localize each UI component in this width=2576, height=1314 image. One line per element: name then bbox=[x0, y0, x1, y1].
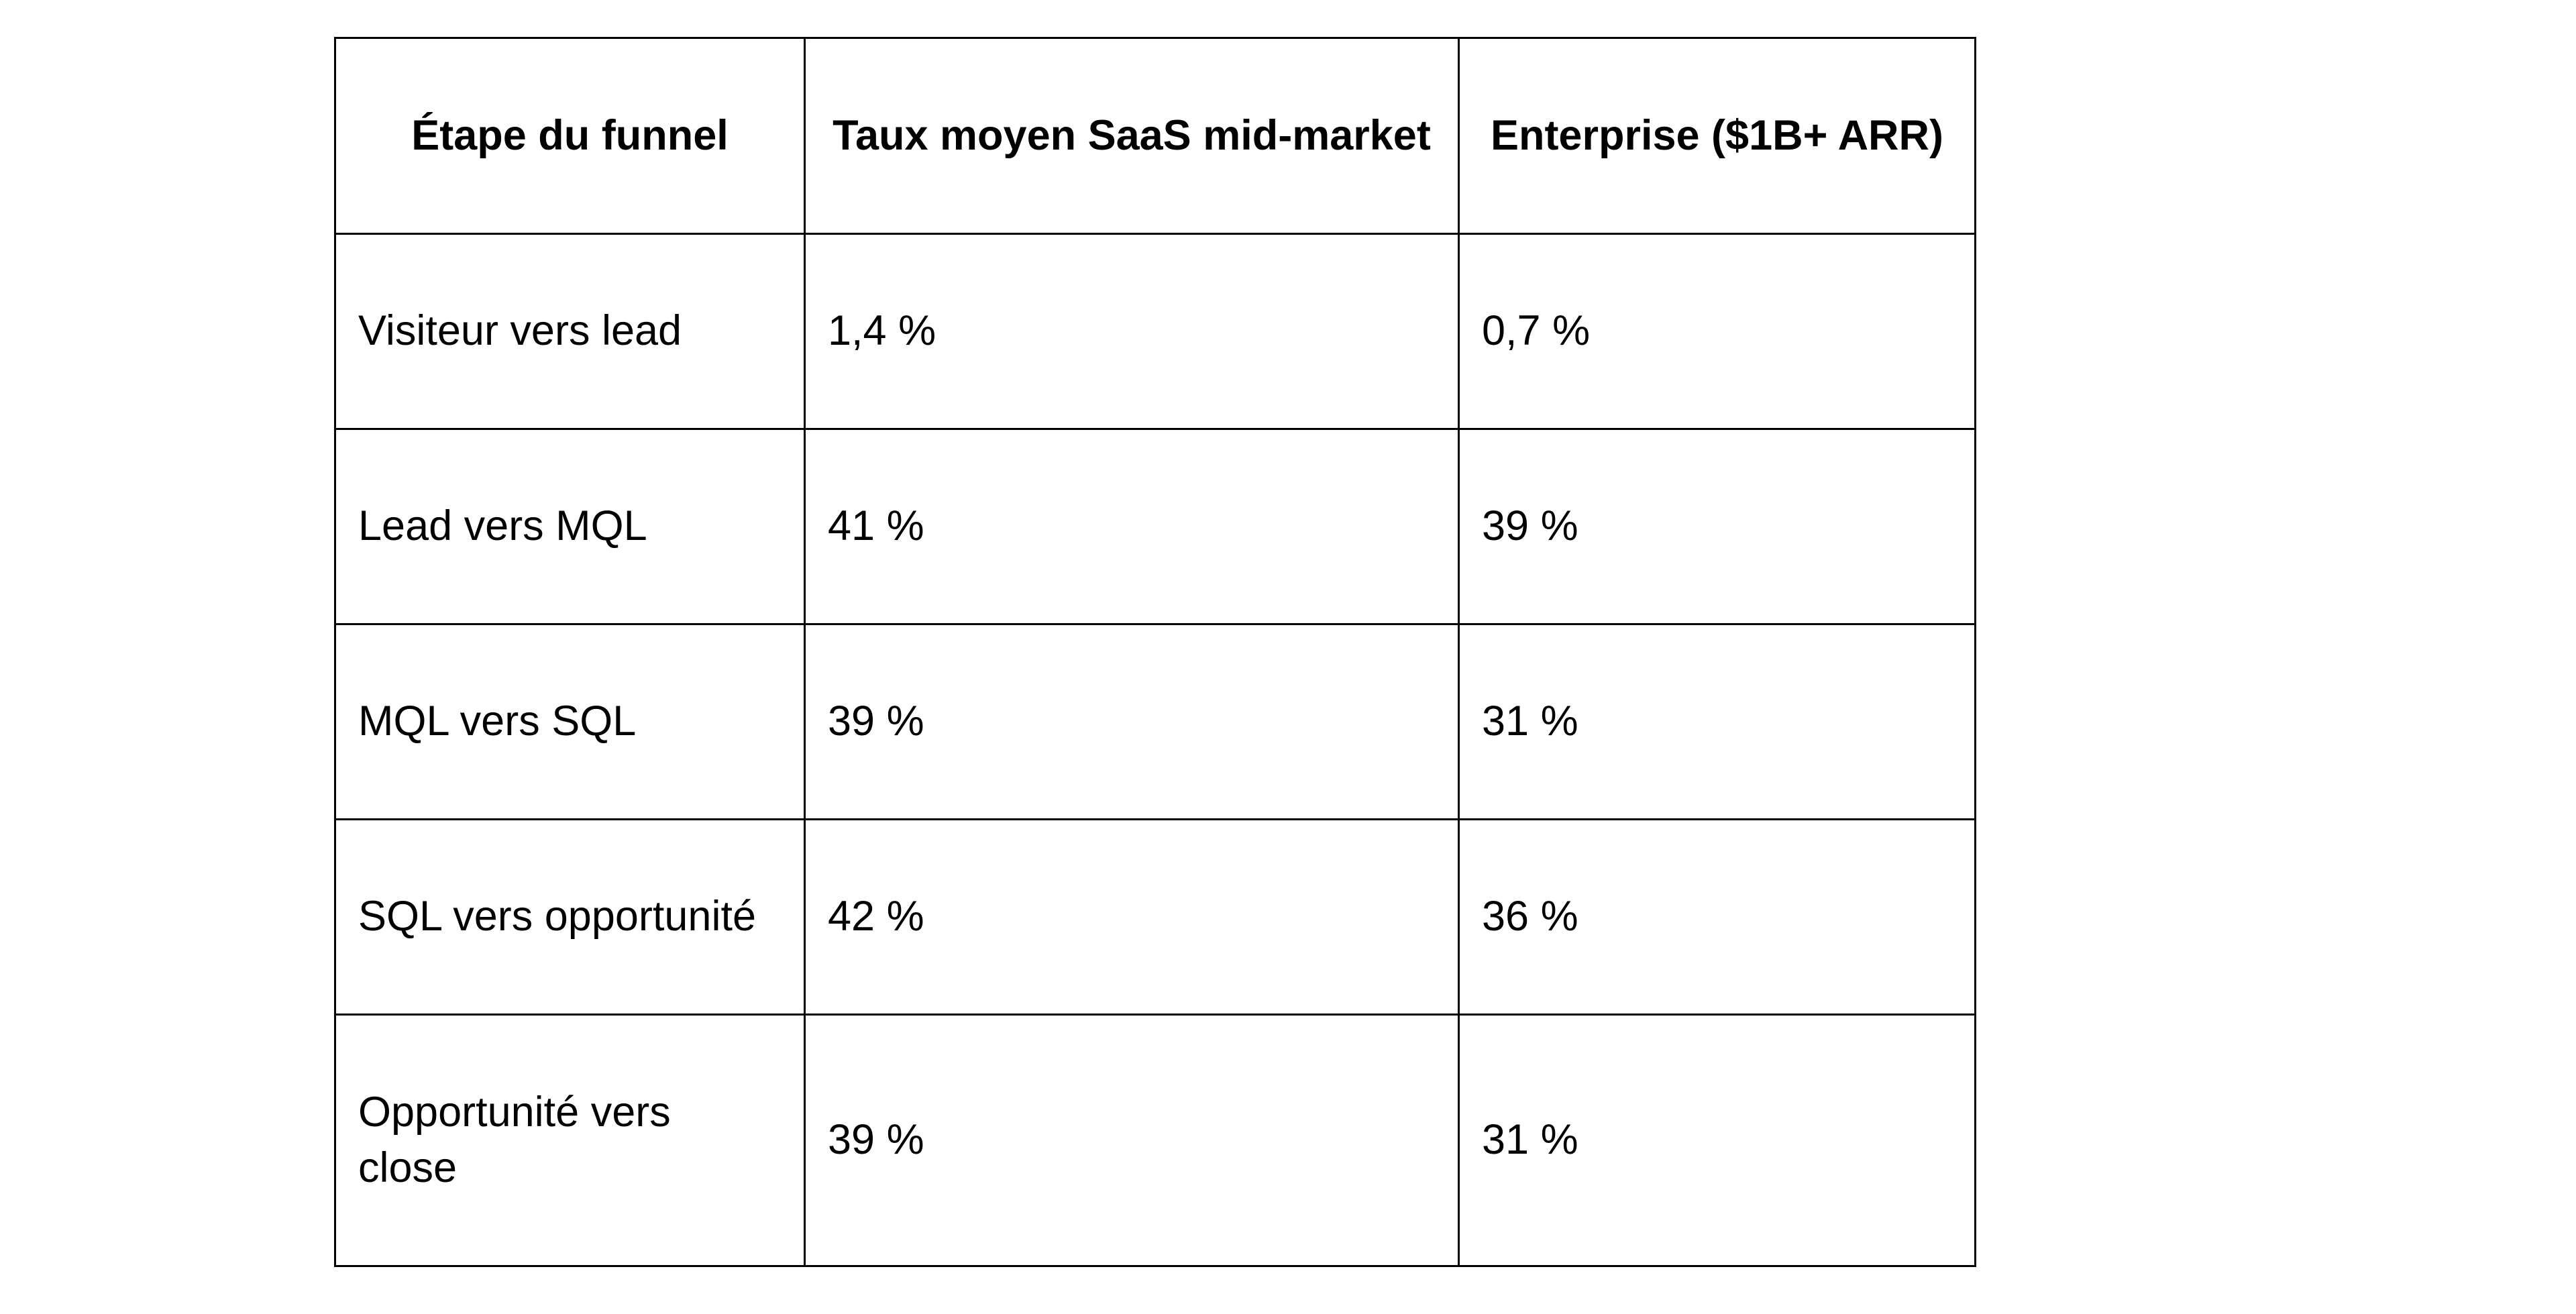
table-header-row: Étape du funnel Taux moyen SaaS mid-mark… bbox=[334, 37, 1976, 235]
stage-cell: MQL vers SQL bbox=[334, 623, 806, 820]
enterprise-value-cell: 36 % bbox=[1458, 818, 1976, 1016]
enterprise-value-cell: 0,7 % bbox=[1458, 233, 1976, 430]
header-cell-enterprise-arr: Enterprise ($1B+ ARR) bbox=[1458, 37, 1976, 235]
mid-market-value-cell: 39 % bbox=[804, 1014, 1460, 1267]
funnel-conversion-table: Étape du funnel Taux moyen SaaS mid-mark… bbox=[334, 37, 1976, 1267]
mid-market-value-cell: 42 % bbox=[804, 818, 1460, 1016]
table-row-opportunite-vers-close: Opportunité vers close 39 % 31 % bbox=[334, 1014, 1976, 1267]
table-row-sql-vers-opportunite: SQL vers opportunité 42 % 36 % bbox=[334, 818, 1976, 1016]
stage-cell: Lead vers MQL bbox=[334, 428, 806, 625]
header-cell-taux-moyen-saas-mid-market: Taux moyen SaaS mid-market bbox=[804, 37, 1460, 235]
enterprise-value-cell: 31 % bbox=[1458, 623, 1976, 820]
document-page: Étape du funnel Taux moyen SaaS mid-mark… bbox=[334, 37, 1976, 1267]
table-row-mql-vers-sql: MQL vers SQL 39 % 31 % bbox=[334, 623, 1976, 820]
header-cell-etape-du-funnel: Étape du funnel bbox=[334, 37, 806, 235]
mid-market-value-cell: 41 % bbox=[804, 428, 1460, 625]
mid-market-value-cell: 1,4 % bbox=[804, 233, 1460, 430]
stage-cell: Opportunité vers close bbox=[334, 1014, 806, 1267]
enterprise-value-cell: 39 % bbox=[1458, 428, 1976, 625]
enterprise-value-cell: 31 % bbox=[1458, 1014, 1976, 1267]
stage-cell: SQL vers opportunité bbox=[334, 818, 806, 1016]
stage-cell: Visiteur vers lead bbox=[334, 233, 806, 430]
table-row-visiteur-vers-lead: Visiteur vers lead 1,4 % 0,7 % bbox=[334, 233, 1976, 430]
table-row-lead-vers-mql: Lead vers MQL 41 % 39 % bbox=[334, 428, 1976, 625]
mid-market-value-cell: 39 % bbox=[804, 623, 1460, 820]
